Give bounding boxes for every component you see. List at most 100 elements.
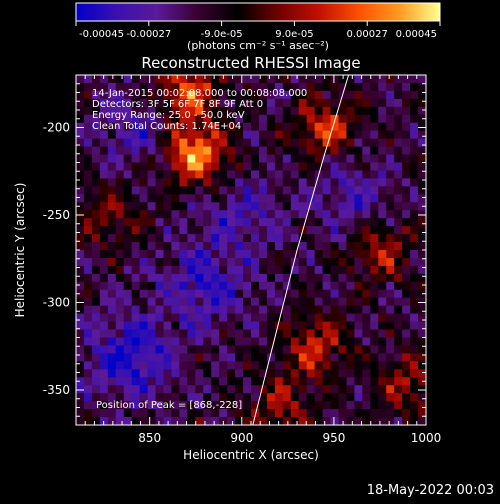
heatmap-cell (211, 393, 220, 402)
heatmap-cell (306, 385, 316, 394)
heatmap-cell (370, 305, 379, 315)
heatmap-cell (322, 401, 332, 410)
heatmap-cell (251, 345, 260, 355)
heatmap-cell (314, 313, 324, 323)
heatmap-cell (83, 345, 93, 355)
heatmap-cell (171, 82, 181, 92)
heatmap-cell (290, 210, 300, 219)
heatmap-cell (203, 369, 212, 378)
heatmap-cell (91, 361, 101, 370)
heatmap-cell (147, 273, 157, 283)
heatmap-cell (171, 106, 181, 116)
heatmap-cell (346, 257, 356, 267)
heatmap-cell (362, 289, 371, 299)
heatmap-cell (330, 90, 340, 100)
heatmap-cell (282, 82, 292, 92)
heatmap-cell (330, 329, 340, 339)
heatmap-cell (123, 289, 133, 299)
heatmap-cell (298, 353, 308, 362)
heatmap-cell (258, 401, 268, 410)
heatmap-cell (235, 218, 244, 227)
heatmap-cell (179, 178, 188, 187)
heatmap-cell (227, 82, 236, 92)
heatmap-cell (139, 321, 149, 331)
heatmap-cell (266, 178, 276, 187)
heatmap-cell (282, 250, 292, 259)
heatmap-cell (139, 154, 149, 164)
heatmap-cell (187, 273, 196, 283)
heatmap-cell (266, 234, 276, 243)
heatmap-cell (306, 154, 316, 164)
heatmap-cell (115, 385, 125, 394)
heatmap-cell (107, 242, 117, 251)
heatmap-cell (99, 329, 109, 339)
heatmap-cell (211, 313, 220, 323)
heatmap-cell (131, 82, 141, 92)
heatmap-cell (322, 90, 332, 100)
heatmap-cell (362, 281, 371, 291)
heatmap-cell (91, 170, 101, 180)
heatmap-cell (402, 289, 411, 299)
colorbar-tick-label: -0.00027 (126, 29, 171, 40)
heatmap-cell (258, 417, 268, 425)
annotation-line: 14-Jan-2015 00:02:08.000 to 00:08:08.000 (92, 88, 307, 99)
heatmap-cell (211, 417, 220, 425)
heatmap-cell (330, 257, 340, 267)
heatmap-cell (195, 273, 204, 283)
heatmap-cell (203, 385, 212, 394)
heatmap-cell (410, 75, 419, 84)
heatmap-cell (274, 146, 284, 156)
heatmap-cell (107, 417, 117, 425)
heatmap-cell (386, 361, 395, 370)
heatmap-cell (171, 289, 181, 299)
heatmap-cell (330, 122, 340, 132)
heatmap-cell (251, 130, 260, 140)
heatmap-cell (91, 178, 101, 187)
heatmap-cell (274, 273, 284, 283)
heatmap-cell (139, 337, 149, 347)
heatmap-cell (115, 393, 125, 402)
heatmap-cell (251, 194, 260, 203)
heatmap-cell (147, 369, 157, 378)
heatmap-cell (418, 417, 426, 425)
heatmap-cell (402, 210, 411, 219)
heatmap-cell (282, 417, 292, 425)
heatmap-cell (131, 98, 141, 108)
heatmap-cell (171, 210, 181, 219)
heatmap-cell (99, 138, 109, 148)
heatmap-cell (155, 218, 165, 227)
heatmap-cell (219, 329, 228, 339)
heatmap-cell (394, 122, 403, 132)
y-axis-label: Heliocentric Y (arcsec) (13, 183, 27, 318)
heatmap-cell (282, 170, 292, 180)
heatmap-cell (306, 226, 316, 235)
heatmap-cell (123, 273, 133, 283)
heatmap-cell (115, 178, 125, 187)
heatmap-cell (99, 106, 109, 116)
heatmap-cell (83, 242, 93, 251)
heatmap-cell (394, 234, 403, 243)
heatmap-cell (131, 345, 141, 355)
heatmap-cell (171, 417, 181, 425)
heatmap-cell (227, 242, 236, 251)
heatmap-cell (83, 202, 93, 211)
heatmap-cell (147, 210, 157, 219)
heatmap-cell (195, 409, 204, 418)
heatmap-cell (227, 122, 236, 132)
heatmap-cell (330, 75, 340, 84)
heatmap-cell (211, 321, 220, 331)
heatmap-cell (76, 401, 85, 410)
heatmap-cell (394, 313, 403, 323)
heatmap-cell (418, 226, 426, 235)
heatmap-cell (298, 393, 308, 402)
heatmap-cell (402, 90, 411, 100)
heatmap-cell (330, 250, 340, 259)
heatmap-cell (131, 329, 141, 339)
heatmap-cell (402, 281, 411, 291)
heatmap-cell (330, 353, 340, 362)
heatmap-cell (330, 106, 340, 116)
heatmap-cell (211, 242, 220, 251)
heatmap-cell (410, 417, 419, 425)
heatmap-cell (282, 377, 292, 386)
heatmap-cell (187, 377, 196, 386)
